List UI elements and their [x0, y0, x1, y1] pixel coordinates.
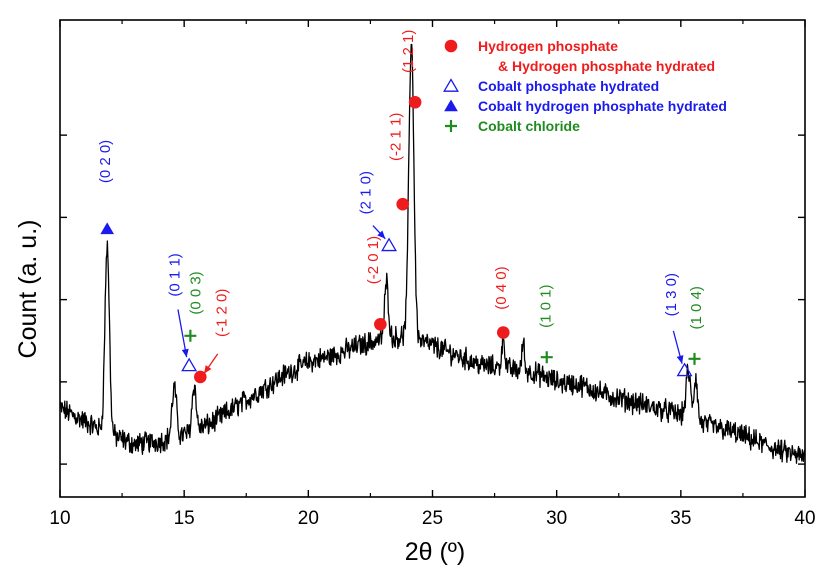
legend-entry-text: & Hydrogen phosphate hydrated — [498, 58, 715, 74]
filled-circle-marker — [408, 95, 422, 109]
arrow-layer — [177, 225, 684, 375]
y-axis-title: Count (a. u.) — [14, 220, 42, 359]
plus-marker — [540, 351, 553, 364]
legend-filled-circle-marker — [444, 39, 458, 53]
x-tick-label: 10 — [49, 508, 70, 529]
hkl-label: (1 3 0) — [663, 273, 680, 316]
plus-marker — [688, 352, 701, 365]
legend-entry-text: Cobalt hydrogen phosphate hydrated — [478, 98, 727, 114]
arrow-head — [377, 230, 386, 239]
legend-entry-text: Cobalt chloride — [478, 118, 580, 134]
hkl-label: (1 2 1) — [400, 30, 417, 73]
legend-entry-text: Cobalt phosphate hydrated — [478, 78, 659, 94]
hkl-label: (-2 1 1) — [387, 113, 404, 161]
x-tick-label: 25 — [422, 508, 443, 529]
hkl-label: (-1 2 0) — [214, 289, 231, 337]
arrow-head — [676, 355, 684, 364]
hkl-label: (1 0 1) — [538, 285, 555, 328]
legend-open-triangle-marker — [443, 78, 459, 92]
series-layer — [59, 43, 806, 464]
legend-entry-text: Hydrogen phosphate — [478, 38, 618, 54]
legend-plus-marker — [445, 120, 457, 132]
filled-circle-marker — [194, 370, 207, 384]
hkl-label: (0 1 1) — [166, 253, 183, 296]
filled-circle-marker — [496, 326, 510, 339]
hkl-label: (0 4 0) — [493, 266, 510, 309]
label-layer: (0 2 0) (0 1 1) (0 0 3) (-1 2 0) (-2 0 1) (2 … — [97, 30, 705, 337]
filled-circle-marker — [396, 197, 410, 211]
x-axis-title: 2θ (º) — [405, 538, 466, 566]
x-tick-label: 20 — [298, 508, 319, 529]
axis-ticks: 10 15 20 25 30 35 40 — [49, 20, 816, 529]
open-triangle-marker — [676, 362, 693, 377]
x-tick-label: 35 — [670, 508, 691, 529]
open-triangle-marker — [381, 237, 397, 252]
hkl-label: (2 1 0) — [358, 171, 375, 214]
hkl-label: (-2 0 1) — [365, 236, 382, 284]
legend-filled-triangle-marker — [444, 99, 458, 112]
xrd-pattern-line — [59, 43, 806, 464]
filled-triangle-marker — [100, 222, 115, 235]
x-tick-label: 40 — [794, 508, 815, 529]
x-tick-label: 15 — [174, 508, 195, 529]
marker-layer — [100, 95, 701, 384]
annotation-arrow — [177, 309, 188, 358]
open-triangle-marker — [181, 357, 198, 372]
arrow-head — [204, 365, 212, 374]
arrow-head — [181, 348, 189, 358]
filled-circle-marker — [374, 317, 387, 331]
hkl-label: (1 0 4) — [688, 286, 705, 329]
hkl-label: (0 0 3) — [188, 271, 205, 314]
legend: Hydrogen phosphate & Hydrogen phosphate h… — [443, 38, 727, 134]
hkl-label: (0 2 0) — [97, 140, 114, 183]
plus-marker — [184, 329, 197, 342]
x-tick-label: 30 — [546, 508, 567, 529]
